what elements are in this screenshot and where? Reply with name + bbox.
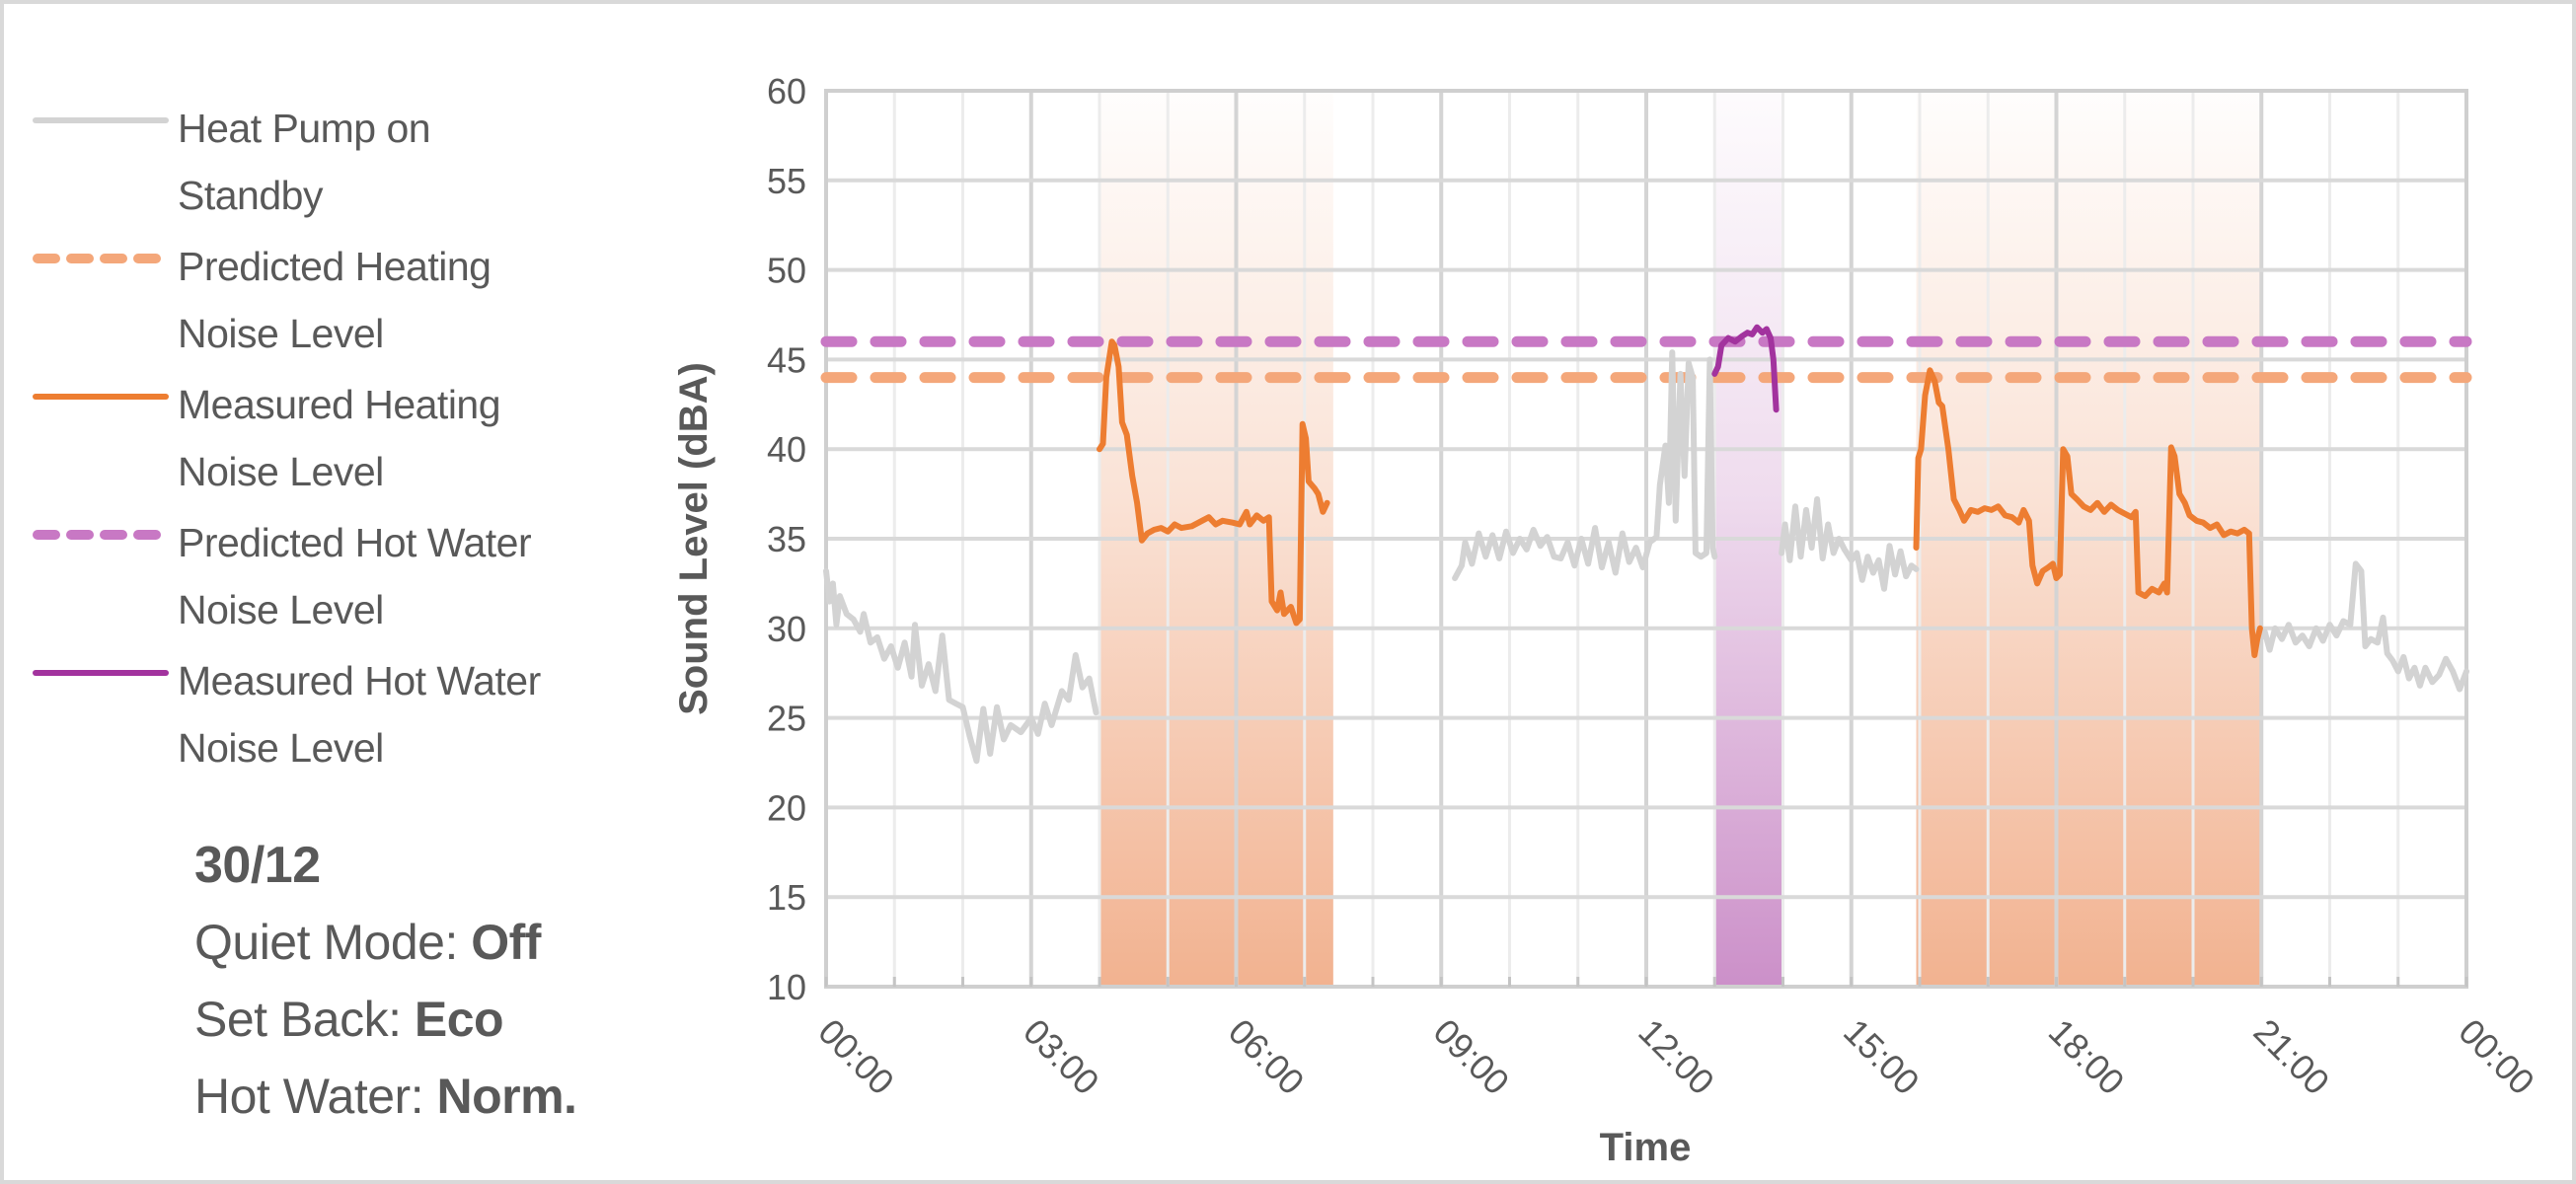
legend-item-measured-hot-water: Measured Hot Water Noise Level [28, 647, 640, 785]
x-tick-label: 09:00 [1426, 1011, 1518, 1103]
y-tick-label: 35 [767, 519, 806, 559]
legend-item-predicted-hot-water: Predicted Hot Water Noise Level [28, 509, 640, 647]
y-tick-label: 50 [767, 251, 806, 291]
gridlines [824, 89, 2468, 989]
y-tick-label: 10 [767, 967, 806, 1007]
x-tick-label: 18:00 [2041, 1011, 2133, 1103]
series-measured-heating-noise-level [1097, 338, 1330, 627]
legend-item-standby: Heat Pump on Standby [28, 95, 640, 233]
legend-item-predicted-heating: Predicted Heating Noise Level [28, 233, 640, 371]
y-axis-title: Sound Level (dBA) [672, 362, 716, 715]
x-tick-label: 06:00 [1221, 1011, 1313, 1103]
series-measured-hot-water-noise-level [1711, 324, 1780, 413]
y-axis-ticks: 10 15 20 25 30 35 40 45 50 55 60 [767, 71, 806, 1007]
series-heat-pump-on-standby [1779, 496, 1920, 592]
x-tick-label: 12:00 [1630, 1011, 1722, 1103]
hot-water-setting: Hot Water: Norm. [194, 1069, 577, 1124]
y-tick-label: 55 [767, 161, 806, 201]
x-axis-title: Time [1600, 1126, 1692, 1169]
y-tick-label: 45 [767, 339, 806, 380]
x-tick-label: 03:00 [1016, 1011, 1107, 1103]
x-axis-ticks: 00:00 03:00 06:00 09:00 12:00 15:00 18:00 21:00… [810, 1011, 2542, 1103]
data-series [820, 324, 2472, 765]
legend-label: Predicted Hot Water Noise Level [178, 520, 532, 632]
settings-info: 30/12 Quiet Mode: Off Set Back: Eco Hot … [194, 827, 577, 1135]
series-heat-pump-on-standby [823, 567, 1099, 765]
quiet-mode-setting: Quiet Mode: Off [194, 915, 541, 970]
set-back-value: Eco [414, 992, 504, 1047]
y-tick-label: 60 [767, 71, 806, 111]
set-back-setting: Set Back: Eco [194, 992, 504, 1047]
x-tick-label: 15:00 [1836, 1011, 1928, 1103]
legend-label: Measured Hot Water Noise Level [178, 658, 541, 771]
series-heat-pump-on-standby [2256, 560, 2469, 693]
series-heat-pump-on-standby [1452, 349, 1718, 581]
x-tick-label: 21:00 [2246, 1011, 2338, 1103]
legend-label: Heat Pump on Standby [178, 106, 431, 218]
y-tick-label: 20 [767, 787, 806, 828]
legend: Heat Pump on Standby Predicted Heating Noi… [28, 95, 640, 785]
date-label: 30/12 [194, 837, 321, 894]
quiet-mode-value: Off [471, 915, 541, 970]
x-tick-label: 00:00 [2451, 1011, 2542, 1103]
legend-item-measured-heating: Measured Heating Noise Level [28, 371, 640, 509]
y-tick-label: 25 [767, 699, 806, 739]
y-tick-label: 40 [767, 429, 806, 470]
x-tick-label: 00:00 [810, 1011, 902, 1103]
series-measured-heating-noise-level [1913, 367, 2263, 658]
y-tick-label: 15 [767, 877, 806, 918]
legend-label: Measured Heating Noise Level [178, 382, 501, 494]
y-tick-label: 30 [767, 609, 806, 649]
legend-label: Predicted Heating Noise Level [178, 244, 492, 356]
hot-water-value: Norm. [436, 1069, 577, 1124]
